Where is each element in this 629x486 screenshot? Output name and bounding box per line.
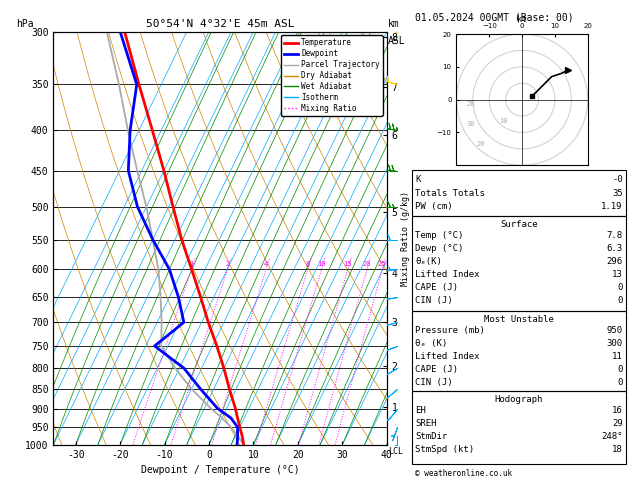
Text: 16: 16 <box>612 406 623 415</box>
Text: 1.19: 1.19 <box>601 202 623 211</box>
Text: Lifted Index: Lifted Index <box>415 352 480 361</box>
Text: 29: 29 <box>612 419 623 428</box>
Text: LCL: LCL <box>388 447 403 456</box>
Text: 13: 13 <box>612 270 623 279</box>
Text: PW (cm): PW (cm) <box>415 202 453 211</box>
Text: Surface: Surface <box>500 220 538 229</box>
Text: 1: 1 <box>189 261 194 267</box>
Text: SREH: SREH <box>415 419 437 428</box>
Text: Hodograph: Hodograph <box>495 395 543 404</box>
Text: -0: -0 <box>612 175 623 184</box>
Text: © weatheronline.co.uk: © weatheronline.co.uk <box>415 469 512 478</box>
Text: Pressure (mb): Pressure (mb) <box>415 326 485 335</box>
Text: StmSpd (kt): StmSpd (kt) <box>415 445 474 454</box>
Text: 0: 0 <box>617 296 623 306</box>
Text: CAPE (J): CAPE (J) <box>415 365 458 374</box>
Text: 18: 18 <box>612 445 623 454</box>
Text: 0: 0 <box>617 365 623 374</box>
X-axis label: kt: kt <box>517 15 527 24</box>
Text: 950: 950 <box>606 326 623 335</box>
Text: ASL: ASL <box>388 36 406 46</box>
Text: 11: 11 <box>612 352 623 361</box>
Text: 8: 8 <box>306 261 309 267</box>
Text: K: K <box>415 175 421 184</box>
Text: 01.05.2024 00GMT (Base: 00): 01.05.2024 00GMT (Base: 00) <box>415 12 574 22</box>
Text: Mixing Ratio (g/kg): Mixing Ratio (g/kg) <box>401 191 410 286</box>
Text: 20: 20 <box>476 140 484 147</box>
Text: 20: 20 <box>363 261 371 267</box>
Text: Totals Totals: Totals Totals <box>415 189 485 198</box>
Text: θₑ(K): θₑ(K) <box>415 257 442 266</box>
Text: CIN (J): CIN (J) <box>415 296 453 306</box>
Text: Lifted Index: Lifted Index <box>415 270 480 279</box>
Text: 35: 35 <box>612 189 623 198</box>
Text: 10: 10 <box>499 118 508 123</box>
Text: 300: 300 <box>606 339 623 348</box>
Text: 0: 0 <box>617 283 623 293</box>
Text: Dewp (°C): Dewp (°C) <box>415 244 464 253</box>
Text: EH: EH <box>415 406 426 415</box>
Text: 6.3: 6.3 <box>606 244 623 253</box>
Text: 25: 25 <box>378 261 386 267</box>
Text: CAPE (J): CAPE (J) <box>415 283 458 293</box>
Text: Most Unstable: Most Unstable <box>484 315 554 324</box>
Text: 20: 20 <box>466 101 475 107</box>
Text: 15: 15 <box>343 261 352 267</box>
Text: 4: 4 <box>264 261 268 267</box>
Legend: Temperature, Dewpoint, Parcel Trajectory, Dry Adiabat, Wet Adiabat, Isotherm, Mi: Temperature, Dewpoint, Parcel Trajectory… <box>281 35 383 116</box>
Text: 30: 30 <box>466 121 475 127</box>
X-axis label: Dewpoint / Temperature (°C): Dewpoint / Temperature (°C) <box>141 465 299 475</box>
Text: 248°: 248° <box>601 432 623 441</box>
Text: 2: 2 <box>225 261 230 267</box>
Text: 7.8: 7.8 <box>606 231 623 240</box>
Title: 50°54'N 4°32'E 45m ASL: 50°54'N 4°32'E 45m ASL <box>146 19 294 30</box>
Text: 10: 10 <box>317 261 326 267</box>
Text: θₑ (K): θₑ (K) <box>415 339 447 348</box>
Text: 296: 296 <box>606 257 623 266</box>
Text: Temp (°C): Temp (°C) <box>415 231 464 240</box>
Text: StmDir: StmDir <box>415 432 447 441</box>
Text: hPa: hPa <box>16 19 33 29</box>
Text: CIN (J): CIN (J) <box>415 378 453 387</box>
Text: 0: 0 <box>617 378 623 387</box>
Text: km: km <box>388 19 400 29</box>
